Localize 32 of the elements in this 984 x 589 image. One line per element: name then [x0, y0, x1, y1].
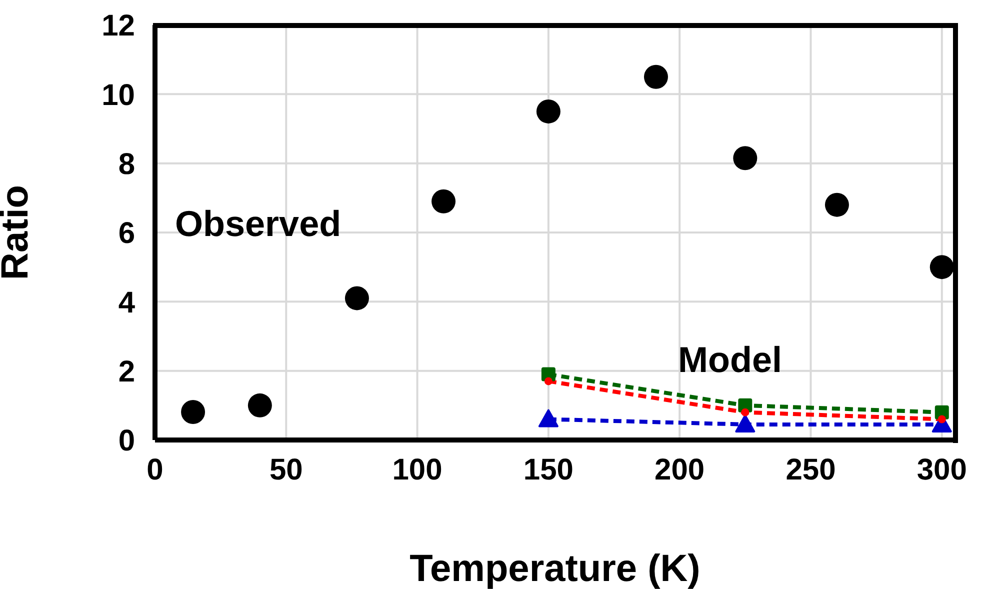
- point: [344, 286, 369, 310]
- annotation: Model: [678, 339, 782, 380]
- y-tick-label: 10: [102, 78, 135, 112]
- x-tick-label: 0: [146, 453, 164, 486]
- annotation: Observed: [175, 203, 342, 244]
- point: [536, 99, 560, 124]
- x-tick-label: 300: [916, 453, 967, 486]
- point: [733, 146, 758, 170]
- y-tick-label: 12: [102, 10, 135, 43]
- point: [938, 415, 946, 424]
- point: [181, 400, 206, 424]
- y-tick-label: 2: [118, 355, 135, 388]
- x-tick-label: 150: [523, 453, 574, 486]
- y-tick-label: 4: [118, 286, 136, 320]
- point: [741, 408, 750, 416]
- y-tick-label: 6: [118, 217, 135, 250]
- point: [248, 393, 272, 418]
- x-axis-title: Temperature (K): [410, 548, 700, 589]
- x-tick-label: 200: [654, 453, 705, 486]
- point: [644, 64, 668, 89]
- point: [544, 377, 552, 386]
- y-axis-title: Ratio: [0, 185, 36, 280]
- point: [930, 255, 954, 280]
- y-tick-label: 8: [118, 148, 135, 181]
- point: [538, 409, 558, 428]
- x-tick-label: 250: [786, 453, 836, 486]
- x-tick-label: 50: [269, 453, 303, 486]
- y-tick-label: 0: [118, 424, 135, 458]
- point: [432, 189, 456, 214]
- x-tick-label: 100: [392, 453, 442, 486]
- point: [735, 414, 756, 432]
- point: [824, 192, 849, 217]
